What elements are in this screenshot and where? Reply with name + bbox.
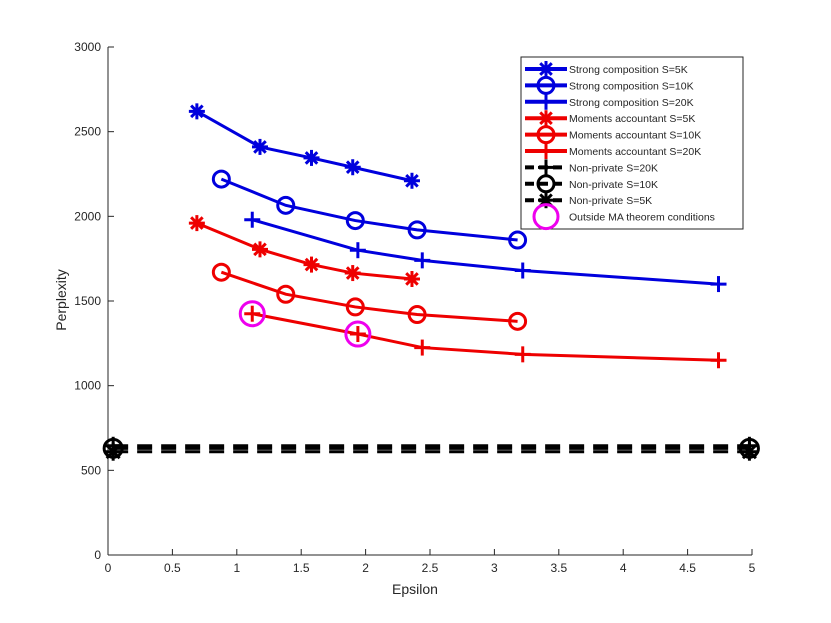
x-tick-label: 3.5	[550, 561, 567, 575]
data-point-plus	[244, 211, 261, 228]
data-point-circle	[345, 297, 365, 317]
data-point-asterisk	[344, 159, 361, 176]
data-point-circle	[407, 220, 427, 240]
series-outside-ma-theorem-conditions	[238, 300, 372, 348]
data-point-circle	[508, 311, 528, 331]
data-point-plus	[710, 276, 727, 293]
legend-label: Non-private S=20K	[569, 162, 658, 174]
data-point-circle	[536, 174, 556, 194]
data-point-plus	[514, 262, 531, 279]
data-point-big-circle	[344, 320, 372, 348]
series-strong-composition-s-10k	[211, 169, 528, 250]
legend-entry: Non-private S=10K	[525, 174, 658, 194]
series-moments-accountant-s-20k	[244, 305, 727, 369]
x-axis-label: Epsilon	[392, 581, 438, 597]
data-point-circle	[211, 169, 231, 189]
x-tick-label: 1.5	[293, 561, 310, 575]
x-tick-label: 4.5	[679, 561, 696, 575]
data-point-plus	[538, 93, 554, 110]
data-point-big-circle	[532, 203, 560, 231]
data-point-asterisk	[403, 172, 420, 189]
x-tick-label: 1	[233, 561, 240, 575]
legend-label: Non-private S=5K	[569, 195, 652, 207]
data-point-asterisk	[344, 265, 361, 282]
data-point-asterisk	[538, 110, 554, 127]
series-strong-composition-s-5k	[188, 103, 420, 189]
legend-entry: Moments accountant S=10K	[525, 125, 701, 145]
data-point-asterisk	[104, 442, 123, 461]
data-point-circle	[345, 211, 365, 231]
y-tick-label: 1000	[74, 379, 101, 393]
data-point-circle	[407, 305, 427, 325]
series-line	[220, 270, 518, 323]
legend-entry: Strong composition S=10K	[525, 75, 694, 95]
legend-entry: Strong composition S=20K	[525, 93, 694, 110]
legend-label: Strong composition S=20K	[569, 97, 694, 109]
legend-entry: Moments accountant S=5K	[525, 110, 695, 127]
data-point-circle	[508, 230, 528, 250]
data-point-circle	[276, 284, 296, 304]
data-point-asterisk	[188, 103, 205, 120]
legend-label: Non-private S=10K	[569, 179, 658, 191]
y-tick-label: 3000	[74, 40, 101, 54]
series-moments-accountant-s-5k	[188, 215, 420, 287]
x-tick-label: 2.5	[422, 561, 439, 575]
data-point-circle	[211, 262, 231, 282]
legend-entry: Moments accountant S=20K	[525, 143, 701, 159]
series-moments-accountant-s-10k	[211, 262, 528, 331]
x-tick-label: 4	[620, 561, 627, 575]
x-tick-label: 0.5	[164, 561, 181, 575]
data-point-circle	[536, 75, 556, 95]
legend-label: Moments accountant S=10K	[569, 130, 701, 142]
data-point-asterisk	[740, 442, 759, 461]
y-tick-label: 1500	[74, 294, 101, 308]
series-layer	[102, 103, 760, 461]
data-point-asterisk	[403, 270, 420, 287]
legend-entry: Strong composition S=5K	[525, 61, 688, 77]
data-point-plus	[710, 352, 727, 369]
data-point-plus	[414, 252, 431, 269]
data-point-big-circle	[238, 300, 266, 328]
legend: Strong composition S=5K Strong compositio…	[520, 56, 744, 231]
data-point-asterisk	[251, 138, 268, 155]
y-axis-label: Perplexity	[53, 269, 69, 330]
data-point-plus	[244, 305, 261, 322]
series-line	[220, 177, 518, 242]
legend-label: Outside MA theorem conditions	[569, 212, 715, 224]
legend-label: Strong composition S=5K	[569, 64, 688, 76]
series-non-private-s-5k	[104, 442, 759, 461]
y-tick-label: 500	[81, 463, 101, 477]
y-tick-label: 0	[94, 548, 101, 562]
legend-label: Moments accountant S=20K	[569, 146, 701, 158]
x-tick-label: 2	[362, 561, 369, 575]
data-point-plus	[349, 326, 366, 343]
data-point-circle	[536, 125, 556, 145]
y-tick-label: 2000	[74, 209, 101, 223]
data-point-plus	[414, 339, 431, 356]
data-point-plus	[514, 346, 531, 363]
legend-label: Moments accountant S=5K	[569, 113, 695, 125]
data-point-asterisk	[303, 149, 320, 166]
data-point-asterisk	[251, 241, 268, 258]
data-point-asterisk	[538, 61, 554, 77]
legend-entry: Non-private S=20K	[525, 159, 658, 176]
data-point-plus	[349, 242, 366, 259]
series-strong-composition-s-20k	[244, 211, 727, 293]
data-point-plus	[538, 143, 554, 159]
x-tick-label: 3	[491, 561, 498, 575]
legend-entry: Outside MA theorem conditions	[532, 203, 715, 231]
data-point-circle	[276, 195, 296, 215]
y-tick-label: 2500	[74, 125, 101, 139]
data-point-asterisk	[303, 256, 320, 273]
data-point-asterisk	[188, 215, 205, 232]
data-point-plus	[538, 159, 554, 176]
axes: 0 0.5 1 1.5 2 2.5 3 3.5 4 4.5 5 0 500 1000 1500 2000 250…	[74, 40, 755, 575]
legend-label: Strong composition S=10K	[569, 80, 694, 92]
x-tick-label: 5	[749, 561, 756, 575]
x-tick-label: 0	[105, 561, 112, 575]
